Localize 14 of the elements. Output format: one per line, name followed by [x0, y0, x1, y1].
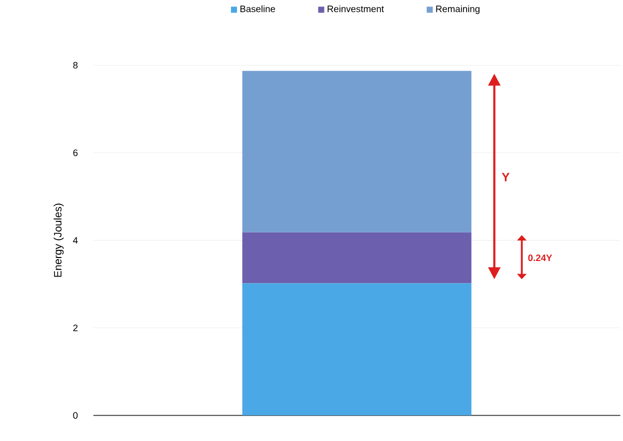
legend-label: Reinvestment [328, 5, 384, 12]
y-tick-label: 6 [73, 149, 78, 156]
bar [242, 232, 472, 284]
y-tick-label: 4 [73, 236, 78, 244]
legend-label: Remaining [436, 5, 480, 14]
y-tick-label: 0 [73, 412, 78, 419]
y-tick-label: 2 [73, 324, 78, 331]
bar [242, 283, 472, 416]
y-axis-title: Energy (Joules) [54, 203, 64, 277]
legend-label: Baseline [240, 5, 276, 12]
annotation: Y [502, 172, 510, 181]
y-tick-label: 8 [73, 62, 78, 68]
bar [242, 70, 472, 232]
annotation: 0.24Y [528, 254, 552, 261]
